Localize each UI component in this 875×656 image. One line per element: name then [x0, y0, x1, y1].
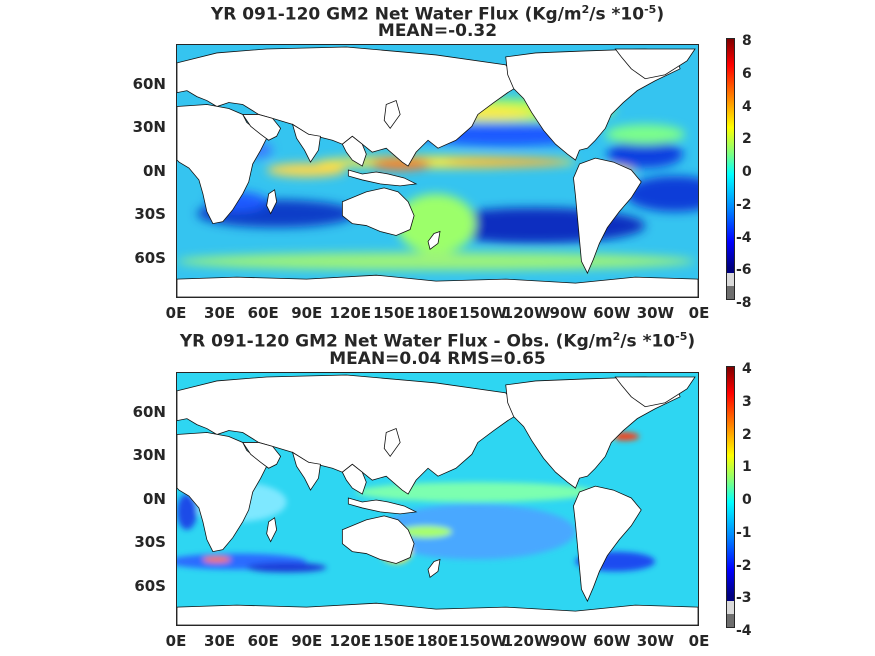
top-map-subtitle: MEAN=-0.32 [377, 21, 498, 41]
bottom-colorbar-tick: 0 [742, 492, 752, 508]
top-x-tick: 150W [459, 304, 507, 322]
top-x-tick: 150E [373, 304, 415, 322]
top-x-tick: 0E [165, 304, 187, 322]
bottom-map-panel [176, 372, 699, 626]
landmass-seasia [341, 135, 367, 167]
bottom-y-tick: 30S [134, 533, 166, 551]
bottom-y-tick: 0N [143, 490, 166, 508]
landmass-japan [383, 428, 401, 458]
bottom-map-subtitle: MEAN=0.04 RMS=0.65 [329, 349, 546, 369]
top-x-tick: 30W [636, 304, 675, 322]
top-colorbar-tick: -2 [736, 196, 752, 213]
landmass-australia [341, 515, 415, 564]
landmass-australia [341, 187, 415, 236]
bottom-colorbar [726, 366, 735, 628]
continents [177, 46, 698, 297]
top-y-tick: 0N [143, 162, 166, 180]
landmass-arabia [242, 442, 282, 469]
bottom-colorbar-tick: -2 [736, 557, 752, 574]
top-y-tick: 30S [134, 205, 166, 223]
bottom-x-tick: 60W [593, 632, 631, 650]
bottom-x-tick: 60E [247, 632, 279, 650]
top-colorbar-tick: -4 [736, 229, 752, 246]
bottom-y-tick: 60S [134, 577, 166, 595]
bottom-x-tick: 150W [459, 632, 507, 650]
top-x-tick: 90W [549, 304, 587, 322]
bottom-x-tick: 120W [502, 632, 551, 650]
bottom-colorbar-tick: -4 [736, 623, 752, 639]
top-x-tick: 30E [204, 304, 236, 322]
bottom-colorbar-tick: -3 [736, 590, 752, 607]
top-x-tick: 120W [502, 304, 551, 322]
top-colorbar-tick: 4 [742, 98, 752, 115]
landmass-japan [383, 100, 401, 130]
landmass-nz [427, 230, 441, 251]
landmass-seasia [341, 463, 367, 495]
bottom-x-tick: 30E [204, 632, 236, 650]
bottom-map-title: YR 091-120 GM2 Net Water Flux - Obs. (Kg… [179, 330, 696, 352]
bottom-x-tick: 90E [291, 632, 323, 650]
landmass-greenland [614, 376, 696, 408]
top-colorbar-tick: 6 [742, 65, 752, 82]
landmass-samerica [573, 485, 642, 603]
top-map-title: YR 091-120 GM2 Net Water Flux (Kg/m2/s *… [210, 3, 665, 25]
continents [177, 374, 698, 625]
top-colorbar-tick: -6 [736, 262, 752, 279]
top-colorbar-tick: 2 [742, 131, 752, 148]
top-x-tick: 0E [688, 304, 710, 322]
bottom-x-tick: 0E [165, 632, 187, 650]
landmass-madagascar [266, 189, 278, 215]
top-map-panel [176, 44, 699, 298]
landmass-indonesia [347, 497, 418, 515]
bottom-x-tick: 120E [329, 632, 372, 650]
landmass-greenland [614, 48, 696, 80]
top-y-tick: 30N [132, 118, 166, 136]
top-x-tick: 180E [416, 304, 459, 322]
bottom-x-tick: 30W [636, 632, 675, 650]
top-x-tick: 60E [247, 304, 279, 322]
bottom-x-tick: 180E [416, 632, 459, 650]
landmass-arabia [242, 114, 282, 141]
top-x-tick: 120E [329, 304, 372, 322]
landmass-indonesia [347, 169, 418, 187]
bottom-y-tick: 60N [132, 403, 166, 421]
bottom-colorbar-tick: 3 [742, 393, 752, 410]
top-colorbar-tick: 8 [742, 33, 752, 49]
bottom-colorbar-tick: -1 [736, 524, 752, 541]
bottom-x-tick: 150E [373, 632, 415, 650]
landmass-india [291, 123, 321, 163]
landmass-india [291, 451, 321, 491]
bottom-anomaly-map [177, 373, 698, 625]
landmass-madagascar [266, 517, 278, 543]
landmass-antarctica [177, 602, 698, 625]
top-y-tick: 60S [134, 249, 166, 267]
bottom-colorbar-tick: 4 [742, 361, 752, 377]
landmass-antarctica [177, 274, 698, 297]
top-colorbar-tick: 0 [742, 164, 752, 180]
bottom-x-tick: 90W [549, 632, 587, 650]
bottom-colorbar-tick: 1 [742, 459, 752, 476]
top-x-tick: 60W [593, 304, 631, 322]
top-colorbar-tick: -8 [736, 295, 752, 311]
top-x-tick: 90E [291, 304, 323, 322]
bottom-y-tick: 30N [132, 446, 166, 464]
top-flux-map [177, 45, 698, 297]
top-colorbar [726, 38, 735, 300]
bottom-colorbar-tick: 2 [742, 426, 752, 443]
landmass-samerica [573, 157, 642, 275]
top-y-tick: 60N [132, 75, 166, 93]
bottom-x-tick: 0E [688, 632, 710, 650]
landmass-nz [427, 558, 441, 579]
